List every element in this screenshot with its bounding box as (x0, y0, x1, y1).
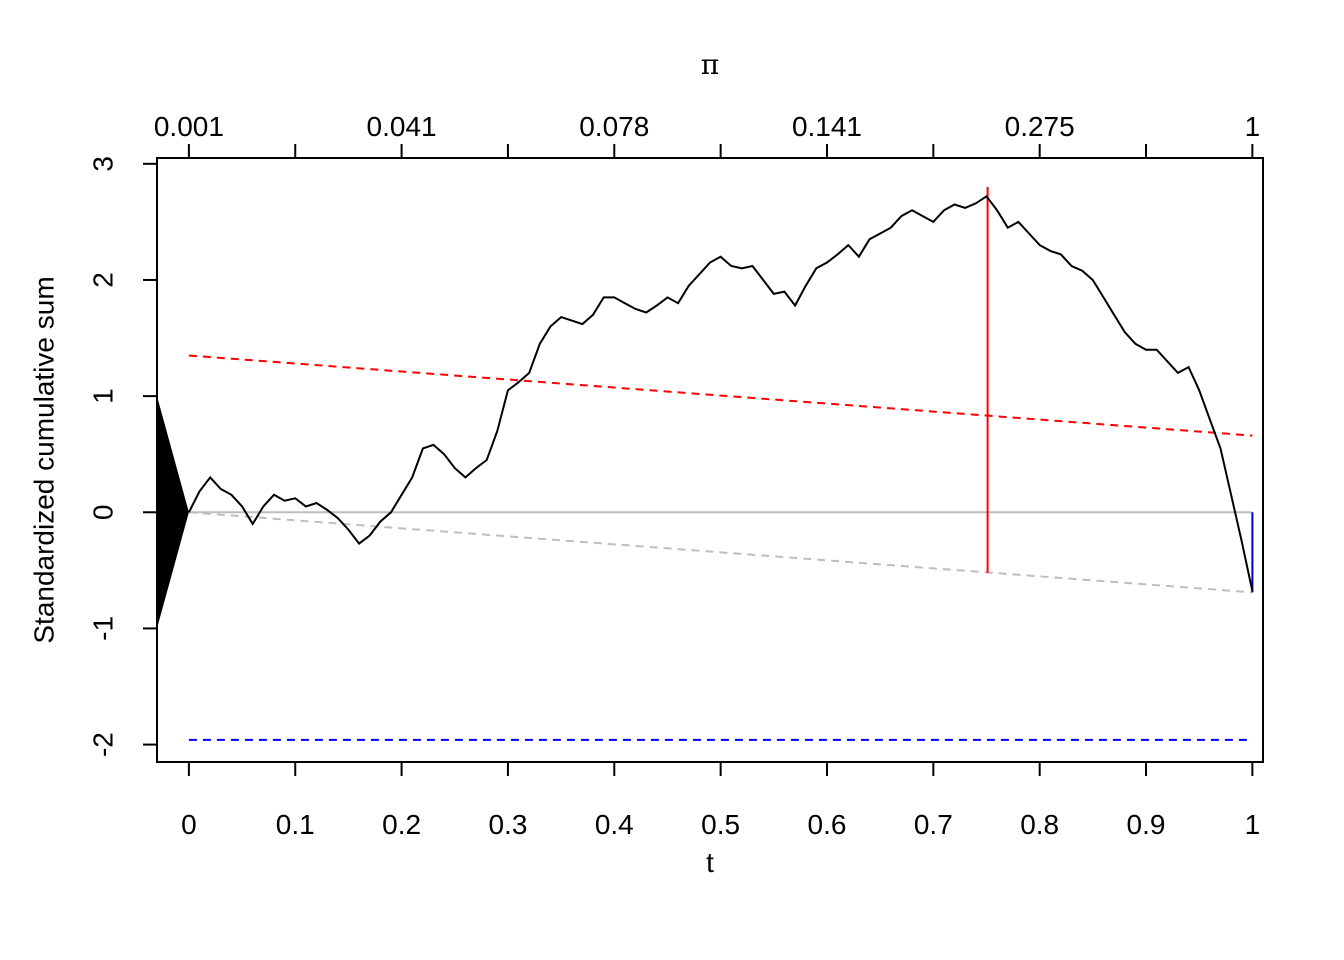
top-tick-label: 0.041 (367, 111, 437, 142)
x-tick-label: 0.7 (914, 809, 953, 840)
x-tick-label: 0 (181, 809, 197, 840)
y-tick-label: -2 (87, 732, 118, 757)
top-tick-label: 0.078 (579, 111, 649, 142)
y-tick-label: 1 (87, 388, 118, 404)
x-tick-label: 0.5 (701, 809, 740, 840)
reference-line-0 (188, 354, 1253, 437)
chart-marks (157, 187, 1254, 741)
x-tick-label: 0.4 (595, 809, 634, 840)
x-tick-label: 0.2 (382, 809, 421, 840)
cumulative-sum-path (188, 194, 1254, 592)
y-tick-label: 0 (87, 504, 118, 520)
top-tick-label: 0.001 (154, 111, 224, 142)
top-tick-label: 0.275 (1005, 111, 1075, 142)
y-tick-label: 2 (87, 272, 118, 288)
x-tick-label: 1 (1245, 809, 1261, 840)
x-tick-label: 0.8 (1020, 809, 1059, 840)
y-tick-label: 3 (87, 156, 118, 172)
y-axis: -2 -1 0 1 2 3 (87, 156, 158, 757)
x-tick-label: 0.3 (488, 809, 527, 840)
plot-frame (156, 157, 1264, 763)
x-axis: 0 0.1 0.2 0.3 0.4 0.5 0.6 0.7 0.8 0.9 1 (181, 761, 1261, 840)
reference-line-1 (188, 511, 1253, 594)
x-tick-label: 0.9 (1127, 809, 1166, 840)
x-tick-label: 0.6 (808, 809, 847, 840)
top-axis: 0.001 0.041 0.078 0.141 0.275 1 (154, 111, 1261, 159)
top-tick-label: 0.141 (792, 111, 862, 142)
y-tick-label: -1 (87, 616, 118, 641)
prior-wedge (157, 396, 189, 629)
y-axis-label: Standardized cumulative sum (28, 276, 59, 643)
x-tick-label: 0.1 (276, 809, 315, 840)
top-tick-label: 1 (1245, 111, 1261, 142)
x-axis-label: t (706, 847, 714, 878)
top-axis-label: π (701, 48, 719, 81)
